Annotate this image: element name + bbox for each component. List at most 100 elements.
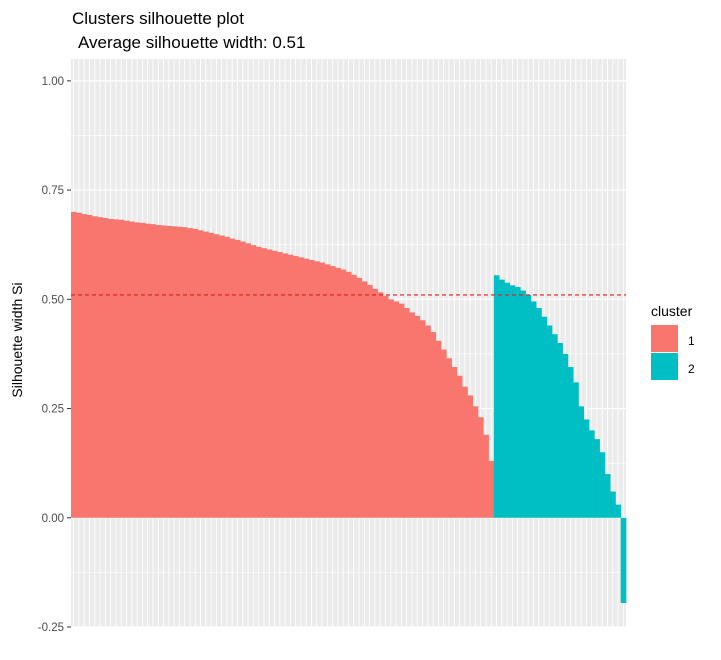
y-axis-label: Silhouette width Si	[9, 282, 25, 397]
y-tick-label: 0.75	[42, 185, 64, 197]
bar-cluster-1	[298, 257, 304, 518]
bar-cluster-1	[388, 299, 394, 518]
bar-cluster-1	[435, 340, 442, 518]
bar-cluster-1	[123, 220, 130, 518]
bar-cluster-1	[382, 295, 389, 518]
bar-cluster-1	[192, 228, 199, 518]
bar-cluster-1	[409, 312, 415, 518]
bar-cluster-1	[314, 261, 320, 518]
bar-cluster-1	[261, 248, 267, 518]
bar-cluster-1	[81, 214, 88, 518]
bar-cluster-1	[245, 243, 252, 518]
bar-cluster-1	[213, 234, 220, 518]
bar-cluster-1	[335, 267, 341, 518]
bar-cluster-1	[330, 266, 336, 518]
bar-cluster-1	[361, 281, 368, 518]
bar-cluster-1	[234, 239, 241, 518]
legend-title: cluster	[651, 303, 693, 319]
bar-cluster-1	[372, 288, 378, 518]
bar-cluster-2	[515, 287, 521, 518]
bar-cluster-2	[599, 452, 606, 518]
bar-cluster-1	[472, 406, 479, 518]
bar-cluster-2	[530, 301, 537, 518]
bar-cluster-2	[562, 353, 569, 518]
bar-cluster-1	[145, 223, 151, 518]
bar-cluster-1	[419, 320, 426, 518]
bar-cluster-2	[525, 294, 532, 518]
legend-key-1	[651, 325, 678, 352]
bar-cluster-1	[446, 358, 452, 518]
bar-cluster-2	[578, 406, 585, 518]
bar-cluster-2	[541, 316, 548, 518]
bar-cluster-1	[171, 226, 178, 518]
bar-cluster-2	[594, 439, 600, 518]
bar-cluster-1	[414, 315, 421, 518]
y-tick-label: 1.00	[42, 76, 64, 88]
bar-cluster-2	[573, 382, 579, 518]
bar-cluster-2	[504, 282, 511, 518]
bar-cluster-1	[277, 252, 283, 518]
bar-cluster-1	[203, 231, 209, 518]
bar-cluster-1	[398, 303, 405, 518]
bar-cluster-1	[182, 227, 188, 518]
bar-cluster-1	[393, 301, 400, 518]
bar-cluster-1	[97, 217, 104, 518]
bar-cluster-2	[536, 308, 542, 518]
bar-cluster-1	[340, 269, 347, 518]
bar-cluster-1	[256, 246, 262, 518]
bar-cluster-1	[129, 221, 135, 518]
y-tick-label: 0.50	[42, 294, 64, 306]
bar-cluster-1	[467, 395, 474, 518]
chart-subtitle: Average silhouette width: 0.51	[78, 33, 305, 52]
bar-cluster-1	[266, 249, 273, 518]
bar-cluster-1	[324, 264, 331, 518]
bar-cluster-2	[583, 419, 590, 518]
y-tick-label: 0.25	[42, 404, 64, 416]
bar-cluster-1	[150, 224, 156, 518]
bar-cluster-1	[441, 349, 447, 518]
bar-cluster-2	[557, 343, 563, 518]
y-axis: -0.25 0.00 0.25 0.50 0.75 1.00	[38, 76, 71, 634]
bar-cluster-2	[615, 504, 622, 518]
y-tick-label: -0.25	[38, 622, 64, 634]
bar-cluster-1	[86, 214, 93, 518]
bar-cluster-1	[118, 219, 125, 518]
bar-cluster-2	[610, 491, 616, 518]
bar-cluster-1	[293, 256, 299, 518]
bar-cluster-1	[367, 284, 373, 518]
bar-cluster-1	[377, 292, 384, 518]
y-tick-label: 0.00	[42, 513, 64, 525]
bar-cluster-1	[250, 245, 257, 518]
bar-cluster-2	[567, 367, 574, 518]
bar-cluster-1	[319, 262, 326, 518]
bar-cluster-1	[155, 225, 162, 518]
bar-cluster-1	[102, 218, 109, 518]
bar-cluster-1	[356, 277, 363, 518]
bar-cluster-2	[509, 285, 516, 518]
bar-cluster-1	[308, 259, 315, 518]
bar-cluster-1	[240, 241, 246, 518]
bar-cluster-1	[160, 225, 167, 518]
bar-cluster-1	[71, 211, 77, 518]
legend-label-2: 2	[688, 362, 695, 376]
bar-cluster-1	[176, 226, 183, 518]
bar-cluster-1	[282, 253, 289, 518]
bar-cluster-2	[520, 290, 526, 518]
legend-label-1: 1	[688, 334, 695, 348]
bar-cluster-1	[139, 222, 146, 518]
bar-cluster-2	[546, 325, 553, 518]
bar-cluster-1	[351, 274, 357, 518]
bar-cluster-1	[76, 212, 82, 518]
bar-cluster-2	[552, 334, 558, 518]
bar-cluster-1	[478, 417, 484, 518]
bar-cluster-1	[488, 460, 495, 518]
bar-cluster-1	[483, 434, 489, 518]
bar-cluster-1	[451, 367, 458, 518]
bar-cluster-2	[604, 474, 611, 518]
legend: cluster 1 2	[651, 303, 695, 380]
bar-cluster-1	[456, 375, 463, 518]
chart-title: Clusters silhouette plot	[72, 9, 244, 28]
bar-cluster-1	[224, 236, 230, 518]
bar-cluster-1	[425, 325, 431, 518]
bar-cluster-1	[303, 258, 310, 518]
